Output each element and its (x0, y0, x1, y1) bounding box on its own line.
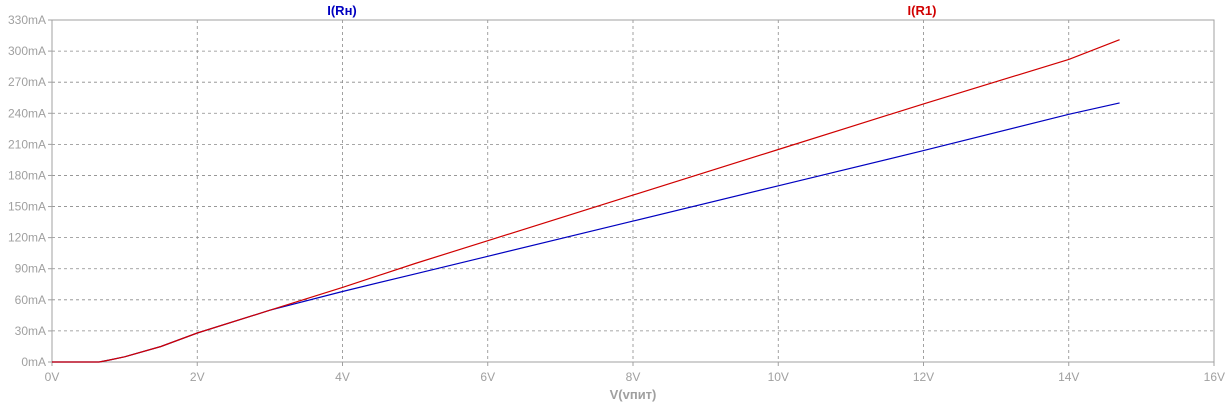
series-line-1 (52, 39, 1120, 363)
y-tick-label: 240mA (8, 106, 46, 120)
x-tick-label: 8V (626, 370, 641, 384)
legend: I(Rн) I(R1) (327, 3, 936, 18)
y-tick-label: 330mA (8, 13, 46, 27)
y-tick-label: 30mA (15, 324, 46, 338)
y-tick-label: 0mA (21, 355, 46, 369)
legend-label-i-r1[interactable]: I(R1) (908, 3, 937, 18)
y-tick-label: 180mA (8, 168, 46, 182)
y-tick-label: 300mA (8, 44, 46, 58)
y-tick-label: 270mA (8, 75, 46, 89)
legend-label-i-rn[interactable]: I(Rн) (327, 3, 357, 18)
x-tick-labels: 0V 2V 4V 6V 8V 10V 12V 14V 16V (45, 362, 1225, 384)
x-tick-label: 6V (480, 370, 495, 384)
series-lines (52, 39, 1120, 363)
x-tick-label: 0V (45, 370, 60, 384)
x-tick-label: 12V (913, 370, 934, 384)
x-tick-label: 4V (335, 370, 350, 384)
y-tick-labels: 0mA 30mA 60mA 90mA 120mA 150mA 180mA 210mA 240mA… (8, 13, 52, 369)
y-tick-label: 210mA (8, 137, 46, 151)
y-tick-label: 60mA (15, 293, 46, 307)
x-axis-title: V(vпит) (610, 387, 657, 402)
series-line-0 (52, 102, 1120, 363)
x-tick-label: 10V (768, 370, 789, 384)
y-tick-label: 150mA (8, 200, 46, 214)
x-tick-label: 2V (190, 370, 205, 384)
y-tick-label: 120mA (8, 231, 46, 245)
x-tick-label: 16V (1204, 370, 1225, 384)
y-tick-label: 90mA (15, 262, 46, 276)
grid-lines (52, 20, 1214, 362)
x-tick-label: 14V (1058, 370, 1079, 384)
